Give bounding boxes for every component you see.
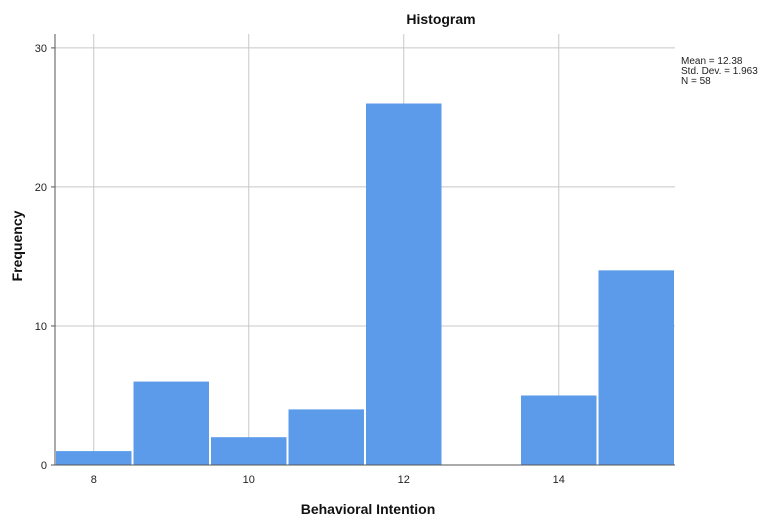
histogram-bar (598, 270, 674, 465)
x-tick-label: 10 (243, 474, 255, 486)
histogram-bar (366, 103, 442, 466)
mean-stat: Mean = 12.38 (681, 56, 743, 67)
std-dev-stat: Std. Dev. = 1.963 (681, 66, 758, 77)
x-tick-label: 14 (553, 474, 565, 486)
y-tick-label: 20 (35, 182, 47, 194)
y-tick-label: 0 (41, 460, 47, 472)
histogram-bar (211, 437, 287, 465)
histogram-bar (521, 395, 597, 465)
tick-labels: 0 10 20 30 8 10 12 14 (35, 43, 565, 486)
x-tick-label: 8 (91, 474, 97, 486)
y-tick-label: 30 (35, 43, 47, 55)
summary-statistics: Mean = 12.38 Std. Dev. = 1.963 N = 58 (681, 57, 758, 87)
y-axis-title: Frequency (9, 210, 25, 281)
axes (51, 34, 675, 466)
x-tick-label: 12 (398, 474, 410, 486)
bars (56, 103, 674, 466)
histogram-bar (56, 451, 132, 465)
n-stat: N = 58 (681, 76, 711, 87)
histogram-bar (133, 381, 209, 465)
chart-title: Histogram (406, 11, 475, 27)
histogram-bar (288, 409, 364, 465)
y-tick-label: 10 (35, 321, 47, 333)
x-axis-title: Behavioral Intention (301, 501, 436, 517)
